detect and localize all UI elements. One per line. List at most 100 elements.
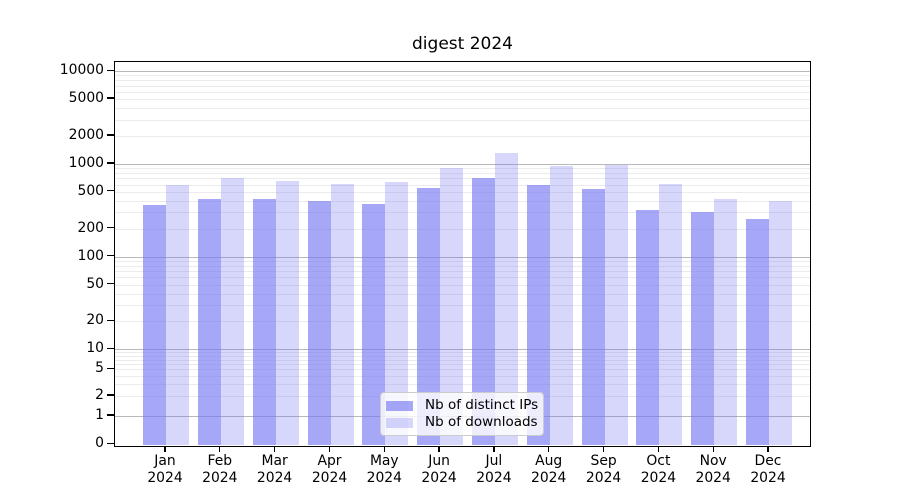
bar-oct-downloads (659, 184, 683, 445)
bar-jul-distinct-ips (471, 177, 495, 445)
y-gridline-minor (115, 99, 810, 101)
y-tick-label: 1000 (68, 154, 104, 171)
x-tick-label: Mar 2024 (256, 453, 293, 486)
x-tick (273, 447, 276, 452)
y-gridline-minor (115, 172, 810, 174)
bar-dec-distinct-ips (746, 219, 769, 445)
y-gridline-minor (115, 212, 810, 214)
x-tick (493, 447, 495, 452)
y-gridline-minor (115, 364, 810, 366)
x-tick (219, 447, 221, 452)
bar-oct-distinct-ips (636, 210, 660, 445)
gridline-layer (115, 62, 810, 446)
y-gridline-minor (115, 271, 810, 272)
y-tick-label: 50 (86, 275, 104, 292)
bar-nov-distinct-ips (691, 211, 715, 445)
y-gridline-minor (115, 85, 810, 87)
y-tick-label: 5000 (68, 90, 104, 107)
y-gridline-minor (115, 119, 810, 121)
y-gridline-minor (115, 168, 810, 170)
x-tick-label: Aug 2024 (531, 453, 567, 486)
chart-title: digest 2024 (412, 34, 513, 54)
bar-apr-downloads (330, 183, 354, 445)
y-gridline-minor (115, 277, 810, 279)
y-gridline-minor (115, 293, 810, 295)
x-tick-label: Oct 2024 (640, 453, 677, 486)
x-tick (438, 447, 440, 452)
y-gridline-minor (115, 191, 810, 193)
legend-label-downloads: Nb of downloads (425, 414, 538, 430)
bars-layer (115, 62, 810, 446)
y-gridline-major (115, 256, 810, 258)
y-gridline-minor (115, 228, 810, 230)
y-gridline-minor (115, 178, 810, 180)
y-tick-label: 5 (95, 360, 104, 377)
y-gridline-minor (115, 75, 810, 77)
y-tick-label: 0 (95, 435, 104, 452)
y-gridline-minor (115, 355, 810, 357)
x-tick (657, 447, 660, 452)
bar-aug-distinct-ips (526, 185, 550, 445)
y-tick (107, 69, 114, 71)
bar-aug-downloads (549, 166, 573, 445)
bar-feb-distinct-ips (197, 198, 221, 445)
bar-mar-distinct-ips (252, 198, 276, 445)
plot-area (114, 61, 811, 447)
y-tick (107, 254, 114, 257)
y-tick-label: 200 (77, 219, 104, 236)
y-gridline-minor (115, 265, 810, 267)
x-tick (548, 447, 550, 452)
bar-sep-distinct-ips (581, 188, 605, 445)
y-tick (107, 347, 114, 349)
x-tick (328, 447, 331, 452)
x-tick-label: Jul 2024 (476, 453, 512, 486)
bar-may-distinct-ips (362, 204, 386, 445)
x-tick-label: Feb 2024 (202, 453, 238, 486)
bar-jan-distinct-ips (143, 205, 166, 445)
y-tick-label: 10 (86, 340, 104, 357)
y-tick (107, 282, 114, 285)
bar-may-downloads (385, 181, 409, 445)
x-tick-label: Jun 2024 (421, 453, 457, 486)
y-tick-label: 2000 (68, 127, 104, 143)
bar-nov-downloads (714, 199, 738, 445)
y-gridline-minor (115, 284, 810, 286)
y-tick (107, 367, 114, 370)
y-gridline-minor (115, 359, 810, 361)
y-gridline-major (115, 163, 810, 165)
y-gridline-minor (115, 136, 810, 137)
y-tick (107, 227, 114, 229)
legend-row-downloads: Nb of downloads (386, 414, 538, 431)
legend-swatch-distinct-ips-icon (386, 400, 413, 411)
x-tick-label: Sep 2024 (585, 453, 622, 486)
y-tick-label: 100 (77, 247, 104, 264)
y-gridline-minor (115, 375, 810, 377)
bar-jan-downloads (166, 184, 189, 445)
bar-jun-downloads (440, 167, 464, 445)
bar-sep-downloads (604, 164, 628, 445)
x-tick-label: Apr 2024 (311, 453, 348, 486)
x-tick-label: Dec 2024 (750, 453, 786, 486)
x-tick (164, 447, 166, 452)
y-gridline-minor (115, 108, 810, 110)
legend-row-distinct-ips: Nb of distinct IPs (386, 397, 538, 414)
y-gridline-minor (115, 184, 810, 186)
bar-jul-downloads (494, 152, 518, 445)
y-tick-label: 2 (95, 386, 104, 403)
y-tick (107, 442, 114, 444)
y-gridline-major (115, 71, 810, 73)
x-tick (602, 447, 605, 452)
x-tick-label: Nov 2024 (695, 453, 731, 486)
y-tick (107, 162, 114, 164)
bar-mar-downloads (275, 181, 299, 445)
y-gridline-minor (115, 321, 810, 323)
y-tick-label: 10000 (59, 62, 104, 79)
y-gridline-minor (115, 305, 810, 307)
y-gridline-minor (115, 200, 810, 202)
x-tick (383, 447, 385, 452)
y-gridline-minor (115, 384, 810, 386)
bar-apr-distinct-ips (307, 200, 331, 445)
y-tick-label: 1 (95, 407, 104, 423)
bar-jun-distinct-ips (417, 188, 441, 445)
